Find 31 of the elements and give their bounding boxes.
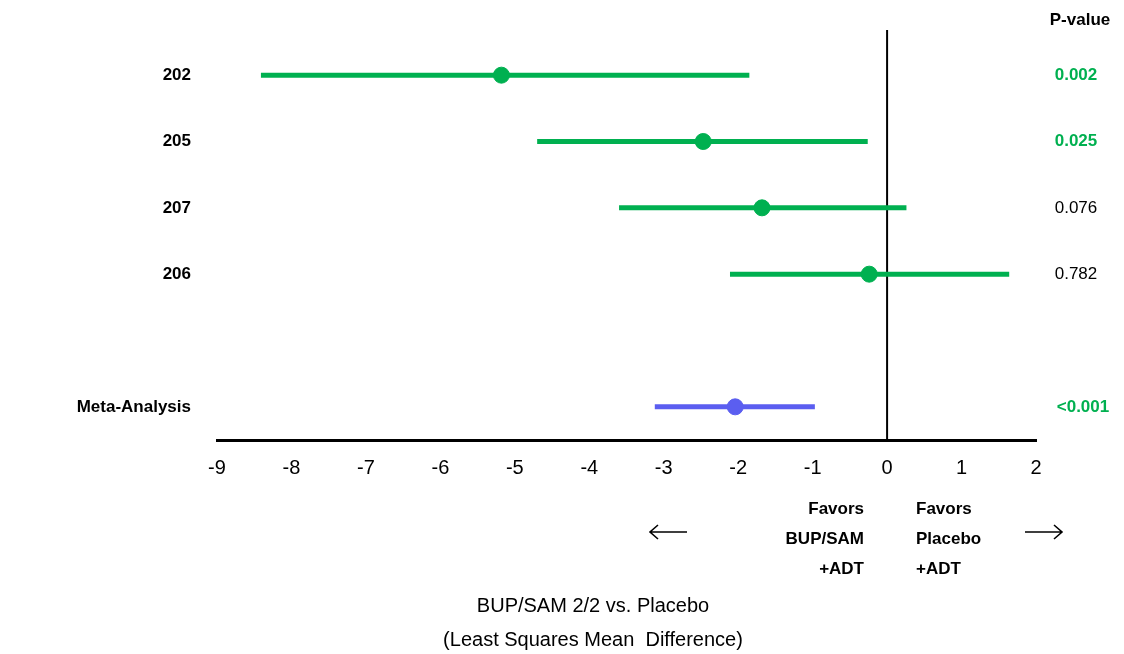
x-tick-label: -9 [208,455,226,478]
point [694,133,712,150]
text: 0.076 [1054,197,1098,217]
x-tick-label: -3 [654,455,673,478]
y-tick-label: Meta-Analysis [76,396,191,416]
x-tick-label: -6 [431,455,450,478]
x-tick-label: 2 [1030,455,1042,478]
x-tick-label: -2 [729,455,748,478]
x-tick-label: -1 [803,455,822,478]
x-tick-label: -4 [580,455,599,478]
y-tick-label: 206 [162,263,191,283]
point [492,66,510,84]
text: <0.001 [1056,396,1110,416]
x-tick-label: -7 [357,455,375,478]
text: BUP/SAM 2/2 vs. Placebo (Least Squares Mean Difference) [443,593,743,650]
x-tick-label: 1 [955,455,968,478]
text: 0.002 [1054,64,1098,84]
y-tick-label: 207 [162,197,191,217]
text: P-value [1049,9,1111,29]
point [726,398,744,416]
x-tick-label: 0 [881,455,893,478]
x-tick-label: -8 [282,455,301,478]
text: 0.782 [1054,263,1098,283]
point [753,199,771,217]
x-tick-label: -5 [505,455,524,478]
y-tick-label: 205 [162,131,191,151]
text: 0.025 [1054,131,1098,151]
point [860,265,878,283]
y-tick-label: 202 [162,64,191,84]
text: Favors Placebo +ADT [916,498,982,578]
text: Favors BUP/SAM +ADT [785,498,865,578]
